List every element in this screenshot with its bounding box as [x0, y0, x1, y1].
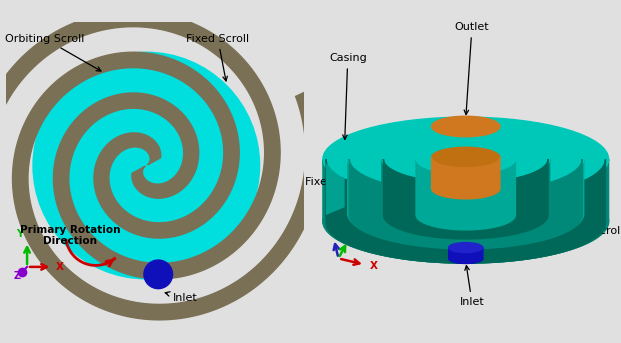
Ellipse shape: [348, 124, 584, 194]
Circle shape: [33, 52, 260, 279]
Polygon shape: [348, 159, 584, 248]
Text: Fixed Scroll: Fixed Scroll: [186, 34, 250, 81]
Circle shape: [144, 260, 173, 289]
Text: Orbiting Scroll: Orbiting Scroll: [544, 200, 621, 236]
Text: Y: Y: [16, 229, 24, 239]
Polygon shape: [448, 248, 483, 263]
Ellipse shape: [448, 253, 483, 263]
Ellipse shape: [416, 144, 515, 174]
Polygon shape: [326, 159, 605, 263]
Text: Y: Y: [353, 230, 360, 240]
Polygon shape: [416, 159, 515, 230]
Polygon shape: [432, 157, 500, 199]
Ellipse shape: [448, 243, 483, 252]
Polygon shape: [382, 159, 550, 238]
Polygon shape: [326, 164, 345, 215]
Text: Z: Z: [329, 224, 337, 234]
Text: X: X: [56, 262, 64, 272]
Ellipse shape: [432, 116, 500, 137]
Text: Inlet: Inlet: [460, 266, 484, 307]
Polygon shape: [323, 159, 609, 263]
Text: Casing: Casing: [329, 53, 366, 139]
Polygon shape: [383, 159, 548, 239]
Polygon shape: [12, 52, 321, 320]
Ellipse shape: [323, 179, 609, 263]
Polygon shape: [448, 223, 483, 246]
Text: Primary Rotation
Direction: Primary Rotation Direction: [20, 225, 120, 246]
Text: Fixed Scroll: Fixed Scroll: [306, 176, 384, 188]
Ellipse shape: [432, 147, 500, 168]
Text: Inlet: Inlet: [165, 292, 197, 303]
Polygon shape: [349, 159, 582, 249]
Polygon shape: [0, 11, 280, 279]
Ellipse shape: [382, 134, 550, 184]
Ellipse shape: [323, 117, 609, 201]
Text: X: X: [369, 261, 378, 271]
Text: Z: Z: [14, 271, 20, 281]
Text: Outlet: Outlet: [455, 22, 489, 115]
Text: Orbiting Scroll: Orbiting Scroll: [5, 34, 101, 71]
